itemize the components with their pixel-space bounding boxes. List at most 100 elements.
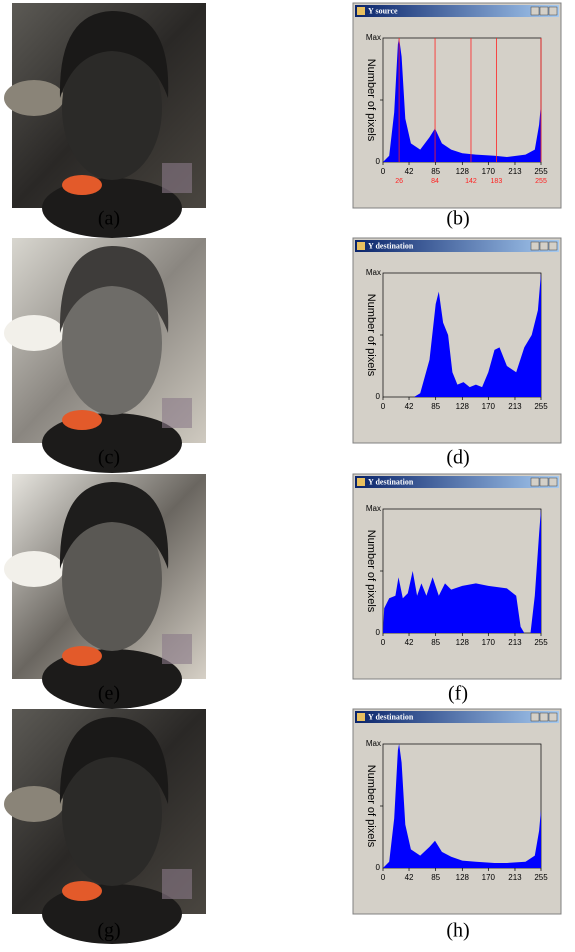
title-bar (355, 5, 559, 17)
photo (4, 238, 206, 473)
caption: (f) (448, 683, 468, 705)
orange-object (62, 410, 102, 430)
window-button[interactable] (548, 6, 558, 16)
x-tick-label: 0 (381, 402, 386, 411)
window-frame (352, 473, 562, 680)
window-button[interactable] (548, 241, 558, 251)
x-tick-label: 213 (508, 402, 522, 411)
y-max-label: Max (366, 268, 381, 277)
x-tick-label: 42 (405, 402, 414, 411)
window-icon (357, 713, 365, 721)
window-button[interactable] (530, 241, 540, 251)
y-max-label: Max (366, 504, 381, 513)
window-button[interactable] (548, 477, 558, 487)
orange-object (62, 881, 102, 901)
title-bar (355, 711, 559, 723)
window-frame (352, 708, 562, 915)
x-tick-label: 255 (534, 873, 548, 882)
x-tick-label: 128 (456, 402, 470, 411)
histogram-window: Y destination Max 0 Number of pixels 0 42 85 12… (352, 473, 562, 680)
window-button[interactable] (530, 6, 540, 16)
hair (59, 482, 169, 569)
x-tick-label: 0 (381, 167, 386, 176)
x-tick-label: 255 (534, 638, 548, 647)
window-button[interactable] (539, 6, 549, 16)
photo (4, 709, 206, 944)
caption: (h) (446, 920, 469, 942)
window-icon (357, 478, 365, 486)
window-button[interactable] (539, 241, 549, 251)
window-frame (352, 237, 562, 444)
caption: (d) (446, 447, 469, 469)
hair (59, 11, 169, 98)
window-title: Y destination (368, 241, 414, 250)
x-tick-label: 255 (534, 402, 548, 411)
histogram-window: Y source Max 0 Number of pixels 0 42 85 128 170 2… (352, 2, 562, 209)
x-tick-label: 213 (508, 167, 522, 176)
palette (162, 398, 192, 428)
hair (59, 246, 169, 333)
x-tick-label: 170 (482, 402, 496, 411)
window-button[interactable] (530, 477, 540, 487)
face (62, 507, 162, 651)
face (62, 742, 162, 886)
marker-label: 84 (431, 178, 439, 185)
x-tick-label: 170 (482, 167, 496, 176)
caption: (b) (446, 208, 469, 230)
marker-label: 142 (465, 178, 477, 185)
window-frame (352, 2, 562, 209)
x-tick-label: 128 (456, 167, 470, 176)
y-zero-label: 0 (376, 157, 381, 166)
window-title: Y destination (368, 712, 414, 721)
caption: (e) (98, 683, 120, 705)
title-bar (355, 476, 559, 488)
lamp-glow (4, 786, 64, 822)
x-tick-label: 213 (508, 873, 522, 882)
y-axis-label: Number of pixels (365, 530, 377, 613)
y-zero-label: 0 (376, 392, 381, 401)
palette (162, 634, 192, 664)
photo (4, 474, 206, 709)
caption: (c) (98, 447, 120, 469)
window-title: Y source (368, 6, 398, 15)
window-icon (357, 242, 365, 250)
lamp-glow (4, 80, 64, 116)
x-tick-label: 85 (431, 873, 440, 882)
x-tick-label: 42 (405, 167, 414, 176)
x-tick-label: 128 (456, 873, 470, 882)
marker-label: 26 (395, 178, 403, 185)
x-tick-label: 85 (431, 402, 440, 411)
x-tick-label: 85 (431, 167, 440, 176)
window-title: Y destination (368, 477, 414, 486)
histogram-area (383, 744, 541, 868)
photo (4, 3, 206, 238)
window-button[interactable] (539, 477, 549, 487)
marker-label: 255 (535, 178, 547, 185)
orange-object (62, 646, 102, 666)
y-axis-label: Number of pixels (365, 59, 377, 142)
lamp-glow (4, 315, 64, 351)
x-tick-label: 170 (482, 638, 496, 647)
y-zero-label: 0 (376, 863, 381, 872)
histogram-area (383, 509, 541, 633)
face (62, 271, 162, 415)
face (62, 36, 162, 180)
histogram-window: Y destination Max 0 Number of pixels 0 42 85 12… (352, 237, 562, 444)
x-tick-label: 42 (405, 638, 414, 647)
caption: (g) (97, 920, 120, 942)
window-button[interactable] (548, 712, 558, 722)
window-button[interactable] (539, 712, 549, 722)
x-tick-label: 0 (381, 638, 386, 647)
x-tick-label: 85 (431, 638, 440, 647)
y-axis-label: Number of pixels (365, 765, 377, 848)
x-tick-label: 0 (381, 873, 386, 882)
palette (162, 869, 192, 899)
window-button[interactable] (530, 712, 540, 722)
x-tick-label: 255 (534, 167, 548, 176)
title-bar (355, 240, 559, 252)
histogram-area (414, 273, 541, 397)
orange-object (62, 175, 102, 195)
y-axis-label: Number of pixels (365, 294, 377, 377)
x-tick-label: 213 (508, 638, 522, 647)
